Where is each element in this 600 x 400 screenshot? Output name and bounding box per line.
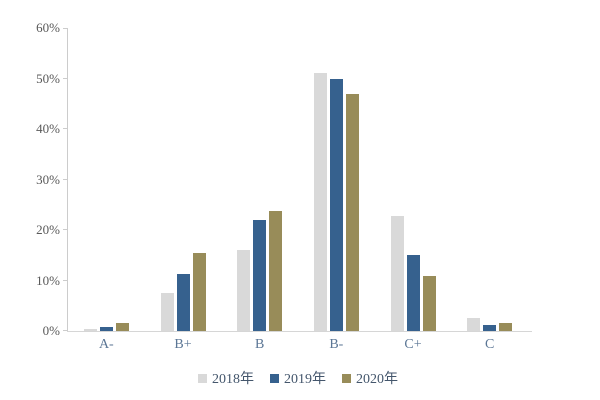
chart-legend: 2018年 2019年 2020年 [38,368,558,388]
bar-2020年-C [499,323,513,331]
y-tick-mark [63,279,67,281]
bar-2019年-B [253,219,267,331]
bar-group-B [221,28,298,331]
bar-2020年-B+ [192,252,206,331]
legend-swatch-icon [342,373,351,383]
legend-swatch-icon [198,373,207,383]
y-tick-label: 10% [36,272,60,288]
bar-group-A- [68,28,145,331]
category-label-C+: C+ [404,337,422,352]
bar-2019年-C+ [406,255,420,331]
legend-swatch-icon [270,373,279,383]
legend-label: 2020年 [356,372,398,387]
category-label-B: B [255,337,265,352]
bar-2020年-B [269,211,283,331]
bar-2018年-B [237,250,251,331]
bar-2020年-B- [345,93,359,331]
category-label-B+: B+ [174,337,192,352]
bar-2019年-C [483,324,497,331]
bar-2020年-A- [115,323,129,331]
category-label-C: C [485,337,495,352]
y-tick-mark [63,128,67,129]
bar-group-C+ [375,28,452,331]
legend-item-2020年: 2020年 [342,368,398,388]
y-axis-line [67,28,68,331]
bar-2019年-B- [329,78,343,331]
bar-2018年-C [467,318,481,331]
y-tick-label: 0% [42,323,60,338]
y-tick-mark [63,178,67,180]
y-tick-mark [63,229,67,230]
bar-2018年-B+ [160,293,174,331]
y-tick-label: 60% [36,20,60,35]
y-tick-mark [63,330,67,331]
bar-2018年-B- [313,73,327,331]
y-tick-label: 50% [36,70,60,86]
bar-2020年-C+ [422,275,436,331]
y-tick-mark [63,28,67,29]
legend-item-2018年: 2018年 [198,368,254,388]
category-label-A-: A- [98,337,114,352]
plot-area: 0% 10% 20% 30% 40% 50% 60% [36,20,532,338]
bar-group-C [451,28,528,331]
bar-2019年-B+ [176,274,190,331]
legend-item-2019年: 2019年 [270,368,326,388]
x-axis-category-labels: A- B+ B B- C+ C [68,337,528,353]
y-tick-mark [63,77,67,79]
legend-label: 2019年 [284,372,326,387]
bar-group-B+ [145,28,222,331]
bar-2018年-C+ [390,215,404,331]
category-label-B-: B- [329,337,344,352]
y-tick-label: 20% [36,222,60,237]
bar-groups [68,28,528,331]
bar-2018年-A- [83,328,97,331]
bar-2019年-A- [99,327,113,331]
y-tick-label: 30% [36,171,60,187]
bar-group-B- [298,28,375,331]
y-tick-label: 40% [36,121,60,136]
x-axis-line [67,331,532,332]
legend-label: 2018年 [212,372,254,387]
